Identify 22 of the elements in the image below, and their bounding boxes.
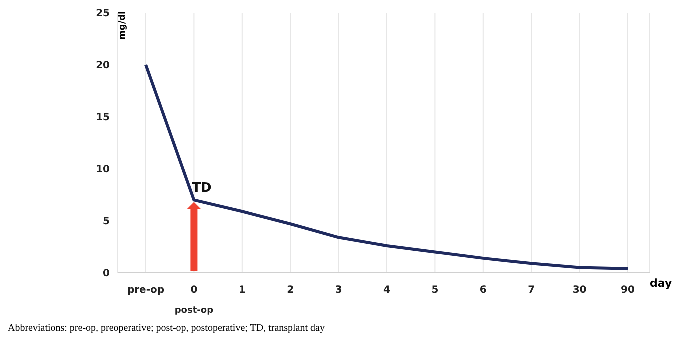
x-tick-label: 5 bbox=[432, 285, 439, 296]
x-tick-label: 0 post-op bbox=[174, 285, 214, 316]
y-tick-label: 20 bbox=[96, 60, 110, 72]
x-tick-label: 90 bbox=[621, 285, 635, 296]
line-series bbox=[144, 64, 630, 270]
x-tick-label: 4 bbox=[384, 285, 391, 296]
y-tick-label: 15 bbox=[96, 112, 110, 124]
x-tick-label: 30 bbox=[572, 285, 587, 296]
x-tick-label: pre-op bbox=[127, 285, 165, 296]
y-tick-label: 25 bbox=[96, 8, 110, 20]
y-tick-label: 10 bbox=[96, 164, 110, 176]
y-tick-label: 0 bbox=[103, 268, 110, 280]
x-tick-label: 6 bbox=[480, 285, 487, 296]
text: Abbreviations: pre-op, preoperative; post-op, postoperative; TD, transplant day bbox=[8, 323, 326, 334]
y-tick-label: 5 bbox=[103, 216, 110, 228]
x-tick-label: 3 bbox=[335, 285, 342, 296]
x-axis-title: day bbox=[650, 277, 672, 290]
x-tick-label: 2 bbox=[287, 285, 294, 296]
x-tick-label: 7 bbox=[528, 285, 536, 296]
annotation: TD bbox=[192, 181, 212, 196]
x-tick-label: 1 bbox=[238, 285, 246, 296]
y-axis-title: mg/dl bbox=[118, 11, 128, 40]
